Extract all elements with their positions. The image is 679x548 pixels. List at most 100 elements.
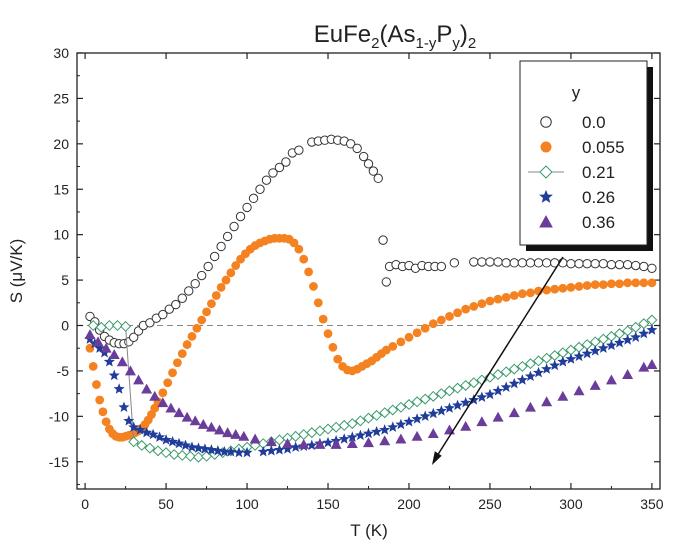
data-point [318, 314, 328, 324]
data-point [476, 416, 488, 427]
data-point [362, 412, 375, 424]
data-point [290, 441, 302, 452]
data-point [314, 438, 326, 449]
data-point [646, 324, 658, 335]
legend-marker [539, 215, 553, 228]
chart-title: EuFe2(As1-yPy)2 [314, 21, 476, 52]
data-point [508, 407, 520, 418]
data-point [199, 443, 211, 454]
data-point [597, 342, 609, 353]
legend-marker [540, 116, 552, 128]
data-point [598, 259, 609, 269]
data-point [167, 435, 179, 447]
series-connector-line [93, 319, 653, 458]
data-point [428, 319, 438, 329]
data-point [541, 396, 553, 407]
data-point [216, 282, 226, 292]
data-point [647, 278, 657, 288]
data-point [235, 211, 246, 222]
data-point [282, 443, 294, 454]
data-point [379, 435, 391, 446]
y-tick-label: 20 [53, 136, 69, 152]
data-point [492, 385, 504, 396]
data-point [141, 426, 153, 438]
data-point [573, 350, 585, 362]
data-point [419, 410, 431, 422]
data-point [128, 436, 140, 448]
data-point [238, 430, 250, 441]
data-point [387, 421, 399, 432]
data-point [524, 358, 536, 370]
y-tick-label: -5 [57, 363, 70, 379]
data-point [265, 436, 277, 447]
data-point [492, 369, 504, 381]
data-point [87, 319, 99, 332]
data-point [598, 280, 608, 290]
y-tick-label: 15 [53, 181, 69, 197]
data-point [379, 407, 391, 419]
y-tick-label: 30 [53, 45, 69, 61]
data-point [477, 257, 487, 267]
data-point [565, 353, 577, 364]
data-point [149, 390, 161, 401]
data-point [152, 445, 164, 457]
data-point [281, 157, 291, 167]
data-point [412, 328, 422, 338]
data-point [346, 431, 358, 442]
data-point [192, 323, 202, 333]
series-0.26 [84, 324, 658, 458]
data-point [294, 244, 304, 254]
data-point [419, 393, 431, 405]
data-point [363, 159, 374, 169]
data-point [171, 299, 181, 310]
data-point [501, 258, 511, 268]
data-point [631, 278, 641, 288]
data-point [443, 385, 455, 397]
legend-label: 0.055 [582, 138, 625, 157]
x-axis: 0 50 100 150 200 250 300 350 [81, 53, 664, 512]
data-point [557, 356, 569, 367]
data-point [500, 381, 512, 392]
data-point [363, 437, 374, 448]
data-point [541, 352, 553, 364]
data-point [134, 424, 146, 435]
data-point [492, 411, 504, 422]
data-point [306, 427, 318, 439]
data-point [168, 448, 180, 460]
data-point [500, 366, 512, 378]
data-point [566, 282, 576, 292]
series-0.36 [84, 329, 658, 449]
data-point [395, 418, 407, 430]
data-point [443, 402, 455, 413]
data-point [436, 261, 447, 272]
data-point [108, 369, 120, 381]
data-point [211, 291, 221, 300]
legend-entry: 0.36 [539, 213, 615, 232]
data-point [249, 433, 261, 444]
data-point [184, 286, 194, 296]
data-point [346, 438, 358, 448]
data-point [460, 420, 472, 431]
data-point [173, 358, 182, 368]
data-point [533, 355, 545, 367]
data-point [313, 298, 323, 308]
y-axis-label: S (μV/K) [7, 239, 26, 304]
data-point [120, 320, 132, 332]
data-point [508, 377, 520, 389]
y-tick-label: 0 [61, 318, 69, 334]
data-point [387, 404, 399, 416]
data-point [427, 407, 439, 419]
data-point [160, 434, 172, 445]
data-point [218, 445, 230, 457]
legend-entries: 0.0 0.055 0.21 0.26 0.36 [528, 113, 625, 232]
data-point [299, 254, 309, 264]
data-point [589, 379, 601, 390]
data-point [449, 258, 460, 268]
data-point [160, 447, 172, 459]
data-point [123, 415, 135, 426]
x-tick-label: 150 [316, 496, 340, 512]
data-point [468, 394, 480, 405]
legend-entry: 0.21 [528, 163, 615, 182]
data-point [158, 388, 168, 398]
data-point [168, 368, 177, 378]
